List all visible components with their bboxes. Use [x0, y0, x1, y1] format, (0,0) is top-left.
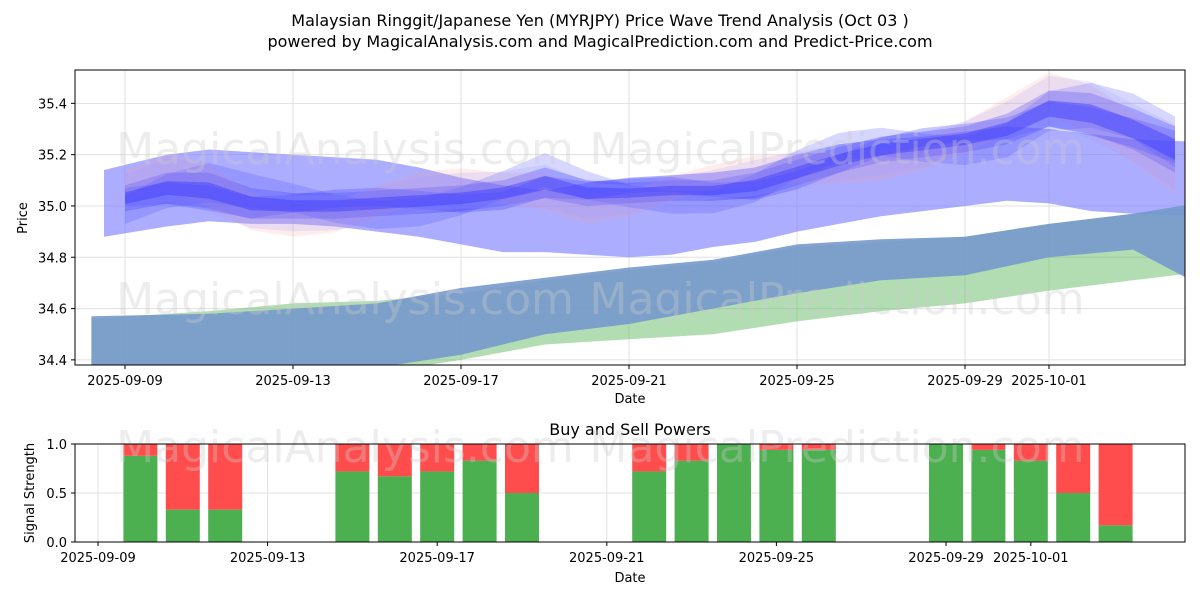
buy-bar [1098, 525, 1133, 542]
signal-x-label: Date [614, 571, 645, 586]
signal-x-tick-label: 2025-09-21 [569, 551, 645, 566]
sell-bar [462, 444, 497, 461]
signal-x-tick-label: 2025-09-17 [399, 551, 475, 566]
sell-bar [208, 444, 243, 510]
sell-bar [335, 444, 370, 472]
signal-y-tick-label: 0.5 [46, 487, 67, 502]
buy-bar [971, 449, 1006, 542]
sell-bar [1013, 444, 1048, 461]
price-y-tick-label: 34.6 [38, 303, 67, 318]
sell-bar [1056, 444, 1091, 493]
price-x-label: Date [614, 392, 645, 407]
signal-y-tick-label: 0.0 [46, 536, 67, 551]
price-wave-ribbon [125, 82, 1175, 229]
buy-bar [335, 471, 370, 542]
chart-subtitle: powered by MagicalAnalysis.com and Magic… [267, 32, 932, 51]
buy-bar [717, 444, 751, 542]
buy-bar [632, 471, 667, 542]
watermark-text: MagicalAnalysis.com [116, 274, 574, 325]
buy-bar [165, 509, 200, 542]
sell-bar [165, 444, 200, 510]
price-x-tick-label: 2025-09-09 [87, 374, 163, 389]
price-ticks: 34.4 34.6 34.8 35.0 35.2 35.4 2025-09-09 2025-0… [38, 97, 1087, 389]
price-y-tick-label: 35.4 [38, 97, 67, 112]
sell-bar [801, 444, 836, 450]
buy-bar [759, 449, 794, 542]
buy-bar [377, 476, 412, 542]
blue-wide-band [104, 126, 1185, 258]
buy-bar [123, 455, 158, 542]
signal-bars [123, 444, 1133, 542]
price-bands [91, 72, 1185, 365]
sell-bar [674, 444, 709, 461]
signal-x-tick-label: 2025-09-29 [908, 551, 984, 566]
buy-bar [462, 460, 497, 542]
buy-bar [801, 449, 836, 542]
buy-bar [929, 444, 963, 542]
watermark-text: MagicalPrediction.com [590, 124, 1085, 175]
watermark-text: MagicalPrediction.com [590, 422, 1085, 473]
price-wave-ribbon [125, 72, 1175, 237]
sell-bar [759, 444, 794, 450]
sell-bar [377, 444, 412, 477]
sell-bar [123, 444, 158, 456]
sell-bar [1098, 444, 1133, 526]
buy-bar [420, 471, 455, 542]
buy-bar [1013, 460, 1048, 542]
watermark-text: MagicalPrediction.com [590, 274, 1085, 325]
price-wave-ribbon [125, 101, 1175, 219]
signal-title: Buy and Sell Powers [549, 420, 711, 439]
signal-x-tick-label: 2025-09-25 [739, 551, 815, 566]
price-panel: MagicalAnalysis.com MagicalPrediction.com… [16, 69, 1186, 407]
price-wave-ribbon [125, 75, 1175, 232]
signal-panel: Buy and Sell Powers MagicalAnalysis.com M… [23, 420, 1186, 586]
price-x-tick-label: 2025-09-25 [759, 374, 835, 389]
signal-ticks: 0.0 0.5 1.0 2025-09-09 2025-09-13 2025-09-17 2… [46, 438, 1068, 566]
price-x-tick-label: 2025-09-13 [255, 374, 331, 389]
price-watermarks: MagicalAnalysis.com MagicalPrediction.com… [116, 124, 1084, 325]
price-x-tick-label: 2025-09-29 [927, 374, 1003, 389]
price-axes-frame [74, 69, 1186, 366]
price-y-tick-label: 35.0 [38, 200, 67, 215]
sell-bar [420, 444, 455, 472]
price-y-tick-label: 34.4 [38, 354, 67, 369]
signal-y-label: Signal Strength [23, 443, 38, 543]
signal-y-tick-label: 1.0 [46, 438, 67, 453]
signal-x-tick-label: 2025-09-09 [60, 551, 136, 566]
price-wave-ribbon [125, 90, 1175, 219]
signal-watermarks: MagicalAnalysis.com MagicalPrediction.com [116, 422, 1084, 473]
buy-bar [208, 509, 243, 542]
watermark-text: MagicalAnalysis.com [116, 422, 574, 473]
price-y-label: Price [16, 202, 31, 234]
chart-title: Malaysian Ringgit/Japanese Yen (MYRJPY) … [291, 11, 908, 30]
sell-bar [971, 444, 1006, 450]
price-x-tick-label: 2025-10-01 [1011, 374, 1087, 389]
sell-bar [632, 444, 667, 472]
price-x-tick-label: 2025-09-21 [591, 374, 667, 389]
buy-bar [505, 493, 539, 542]
buy-bar [1056, 493, 1091, 542]
price-x-tick-label: 2025-09-17 [423, 374, 499, 389]
sell-bar [505, 444, 539, 493]
price-y-tick-label: 34.8 [38, 251, 67, 266]
signal-x-tick-label: 2025-10-01 [993, 551, 1069, 566]
buy-bar [674, 460, 709, 542]
price-wave-ribbon [125, 100, 1175, 212]
steel-forecast-band [91, 205, 1185, 365]
signal-x-tick-label: 2025-09-13 [230, 551, 306, 566]
watermark-text: MagicalAnalysis.com [116, 124, 574, 175]
price-y-tick-label: 35.2 [38, 149, 67, 164]
